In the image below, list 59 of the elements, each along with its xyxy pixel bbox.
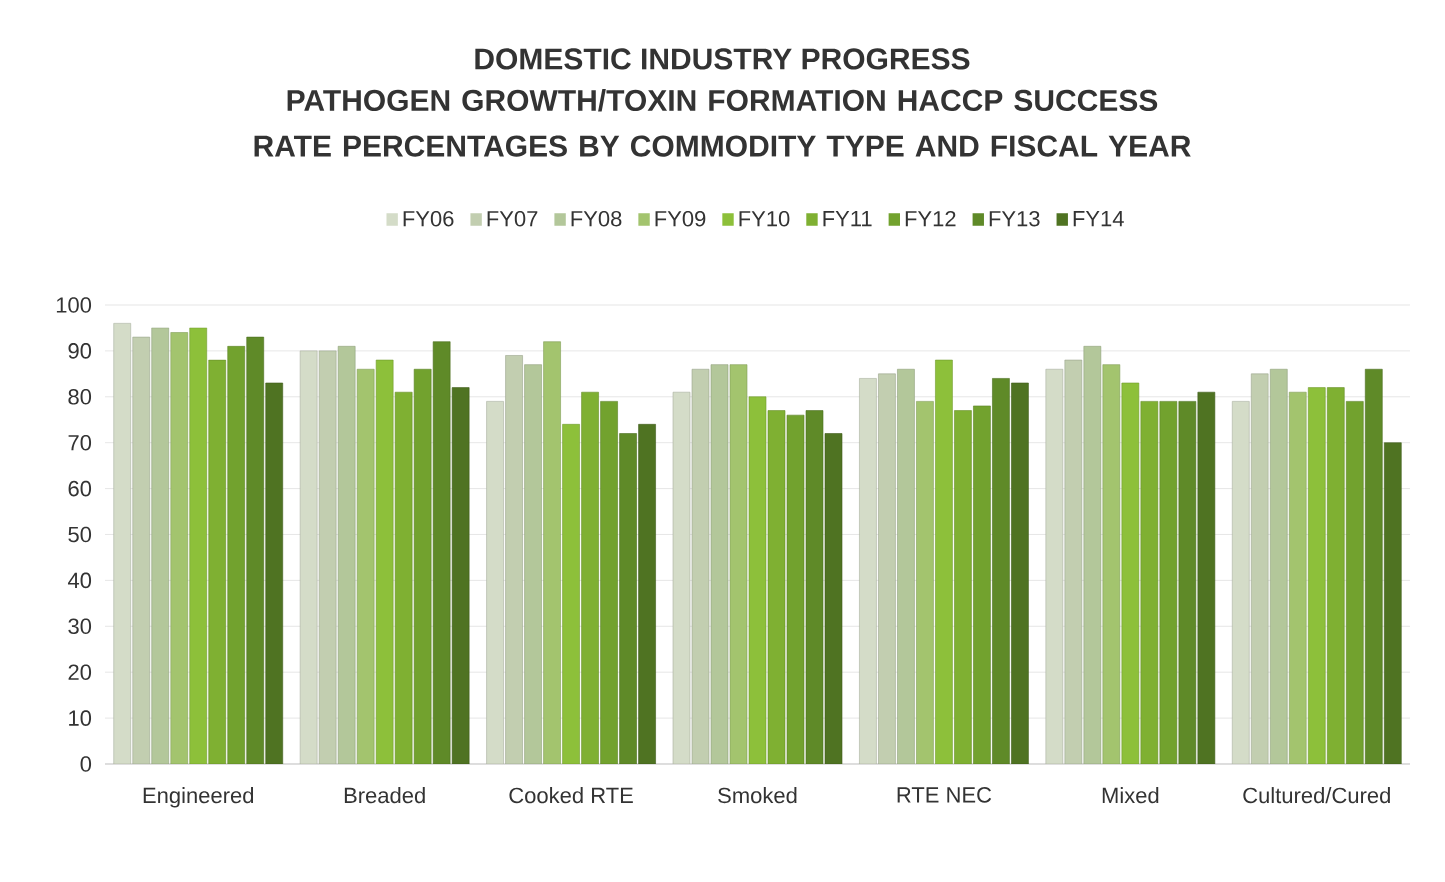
x-tick-label: RTE NEC: [897, 787, 992, 803]
x-tick-label: Breaded: [344, 787, 425, 804]
bar: [524, 364, 542, 764]
bar: [1250, 373, 1269, 764]
bar: [299, 350, 318, 764]
bar: [1045, 368, 1064, 764]
bar: [1307, 387, 1326, 764]
y-tick-label: 30: [68, 618, 92, 635]
y-tick-label: 50: [68, 526, 92, 543]
y-tick-label: 40: [67, 572, 92, 589]
y-tick-label: 20: [68, 664, 92, 680]
chart-subtitle: PATHOGEN GROWTH/TOXIN FORMATION HACCP SUCCESS RATE PERCENTAGES BY COMMODITY TYPE AND FISCAL YEAR: [254, 89, 1191, 157]
y-tick-label: 100: [56, 297, 92, 313]
bar: [132, 336, 151, 764]
y-tick-label: 0: [80, 756, 92, 772]
bar: [486, 401, 504, 764]
y-tick-label: 10: [69, 710, 92, 726]
x-tick-label: Cultured/Cured: [1243, 787, 1390, 804]
x-tick-label: Mixed: [1102, 787, 1159, 804]
bar: [1231, 401, 1250, 764]
y-tick-label: 90: [68, 343, 92, 359]
y-tick-label: 60: [68, 480, 92, 497]
x-tick-label: Cooked RTE: [509, 787, 633, 804]
bar: [859, 378, 877, 764]
bar: [897, 368, 915, 764]
y-tick-label: 80: [68, 389, 92, 405]
bar: [151, 327, 170, 764]
chart-title: DOMESTIC INDUSTRY PROGRESS: [475, 48, 970, 70]
legend-label: FY13: [989, 210, 1040, 227]
bar: [1288, 391, 1307, 764]
bar: [543, 341, 561, 764]
bar: [710, 364, 729, 764]
legend-label: FY12: [905, 210, 956, 227]
x-tick-label: Smoked: [718, 787, 797, 804]
bar: [318, 350, 337, 764]
bar: [916, 401, 934, 764]
bar: [1269, 368, 1288, 764]
bar: [337, 346, 356, 764]
legend-label: FY11: [823, 211, 872, 227]
bar: [375, 359, 394, 764]
legend-label: FY10: [739, 210, 790, 227]
bar: [562, 424, 580, 764]
bar: [748, 396, 767, 764]
legend-label: FY07: [487, 210, 538, 227]
y-tick-label: 70: [68, 434, 92, 451]
legend-label: FY09: [655, 210, 706, 227]
bar: [113, 323, 132, 764]
bar: [189, 327, 208, 764]
bar: [170, 332, 189, 764]
legend-label: FY14: [1073, 211, 1124, 227]
bar: [878, 373, 896, 764]
bar: [505, 355, 523, 764]
bar: [935, 359, 953, 764]
bar: [356, 368, 375, 764]
bar: [1083, 346, 1102, 764]
bar: [1121, 382, 1140, 764]
legend-label: FY08: [571, 210, 622, 227]
x-tick-label: Engineered: [143, 787, 254, 808]
legend-label: FY06: [403, 210, 454, 227]
